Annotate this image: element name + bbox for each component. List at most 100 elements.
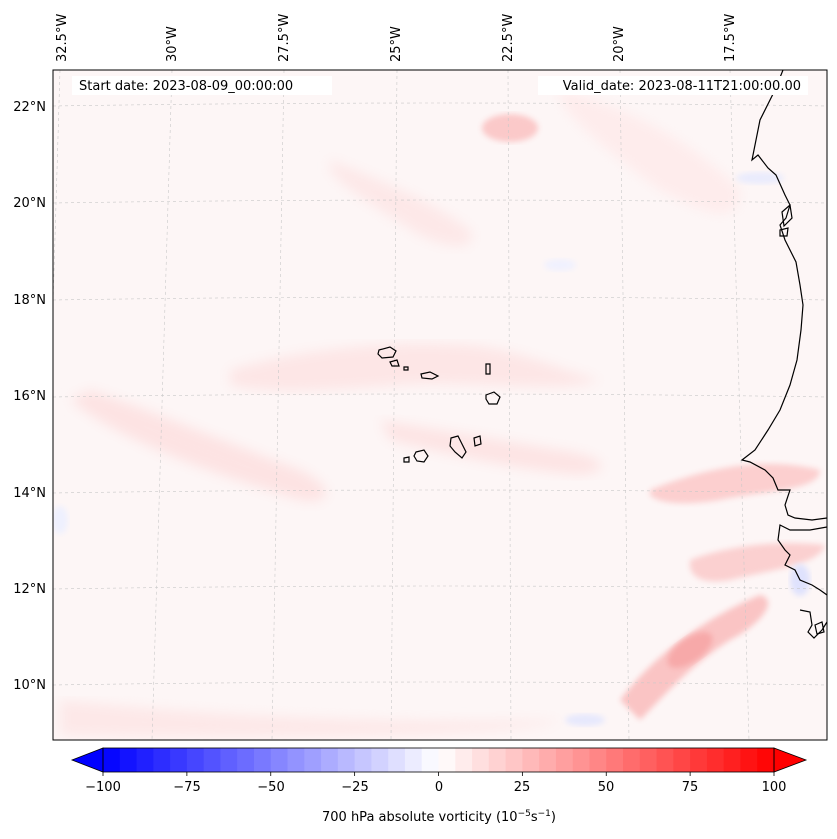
valid-date-label: Valid_date: 2023-08-11T21:00:00.00 bbox=[563, 79, 801, 94]
colorbar-cell bbox=[757, 748, 775, 772]
colorbar-tick-label: −100 bbox=[85, 780, 121, 795]
negative-vorticity bbox=[736, 172, 784, 184]
coastal-inlet bbox=[781, 203, 793, 228]
island-sao-vicente bbox=[389, 359, 400, 367]
colorbar-cell bbox=[153, 748, 171, 772]
graticule bbox=[53, 70, 827, 740]
lon-label: 25°W bbox=[389, 26, 404, 62]
start-date-box bbox=[72, 76, 332, 95]
coastline bbox=[740, 70, 827, 639]
colorbar-tick-label: 75 bbox=[682, 780, 699, 795]
colorbar-cell bbox=[589, 748, 607, 772]
lon-label: 20°W bbox=[612, 26, 627, 62]
colorbar-cell bbox=[690, 748, 708, 772]
latitude-labels: 22°N 20°N 18°N 16°N 14°N 12°N 10°N bbox=[13, 100, 46, 693]
colorbar-cell bbox=[321, 748, 339, 772]
vorticity-band bbox=[560, 90, 740, 214]
colorbar-cell bbox=[488, 748, 507, 772]
colorbar-high-extension bbox=[773, 747, 808, 773]
colorbar-cell bbox=[539, 748, 557, 772]
colorbar-cell bbox=[170, 748, 188, 772]
colorbar-cell bbox=[253, 748, 272, 772]
negative-vorticity bbox=[565, 714, 605, 726]
colorbar-cell bbox=[354, 748, 372, 772]
colorbar-cell bbox=[656, 748, 674, 772]
lat-label: 20°N bbox=[13, 196, 46, 211]
colorbar-cell bbox=[186, 748, 205, 772]
colorbar-tick-label: 25 bbox=[514, 780, 531, 795]
vorticity-max bbox=[667, 632, 713, 668]
longitude-labels: 32.5°W 30°W 27.5°W 25°W 22.5°W 20°W 17.5… bbox=[55, 14, 738, 62]
colorbar-tick-label: 100 bbox=[762, 780, 787, 795]
cape-verde-islands bbox=[377, 346, 501, 463]
vorticity-max bbox=[482, 114, 538, 142]
colorbar-cells bbox=[103, 748, 775, 772]
negative-vorticity bbox=[544, 259, 576, 271]
africa-coastline bbox=[799, 609, 827, 639]
vorticity-band bbox=[380, 420, 602, 475]
vorticity-band bbox=[650, 463, 820, 504]
lat-label: 12°N bbox=[13, 582, 46, 597]
colorbar-label: 700 hPa absolute vorticity (10−5s−1) bbox=[322, 809, 556, 825]
colorbar-cell bbox=[304, 748, 322, 772]
vorticity-band bbox=[690, 543, 825, 582]
island-fogo bbox=[413, 449, 429, 463]
coastal-island bbox=[779, 227, 789, 237]
vorticity-band bbox=[60, 700, 560, 737]
map-panel: Start date: 2023-08-09_00:00:00 Valid_da… bbox=[52, 69, 828, 741]
island-sao-nicolau bbox=[420, 371, 440, 380]
colorbar: −100 −75 −50 −25 0 25 50 75 100 700 hPa … bbox=[70, 747, 808, 825]
island-santo-antao bbox=[377, 346, 397, 359]
colorbar-cell bbox=[740, 748, 758, 772]
colorbar-tick-label: −50 bbox=[257, 780, 284, 795]
lat-label: 10°N bbox=[13, 678, 46, 693]
negative-vorticity bbox=[53, 506, 68, 534]
lon-label: 30°W bbox=[165, 26, 180, 62]
colorbar-ticks bbox=[102, 772, 775, 776]
colorbar-cell bbox=[388, 748, 406, 772]
coastal-island bbox=[814, 621, 825, 635]
island-sal bbox=[485, 363, 491, 375]
colorbar-cell bbox=[706, 748, 725, 772]
valid-date-box bbox=[538, 76, 808, 95]
colorbar-cell bbox=[337, 748, 356, 772]
start-date-label: Start date: 2023-08-09_00:00:00 bbox=[79, 79, 293, 94]
colorbar-cell bbox=[522, 748, 540, 772]
map-frame bbox=[52, 69, 828, 741]
colorbar-cell bbox=[220, 748, 238, 772]
lon-label: 32.5°W bbox=[55, 14, 70, 62]
colorbar-cell bbox=[438, 748, 456, 772]
colorbar-cell bbox=[404, 748, 423, 772]
colorbar-cell bbox=[103, 748, 121, 772]
colorbar-cell bbox=[119, 748, 138, 772]
island-maio bbox=[473, 435, 482, 447]
island-santiago bbox=[449, 435, 467, 459]
vorticity-field bbox=[53, 90, 825, 737]
colorbar-cell bbox=[606, 748, 624, 772]
colorbar-cell bbox=[505, 748, 523, 772]
colorbar-cell bbox=[237, 748, 255, 772]
colorbar-tick-label: −75 bbox=[173, 780, 200, 795]
africa-coastline bbox=[740, 70, 827, 521]
island-boa-vista bbox=[485, 391, 501, 405]
colorbar-cell bbox=[270, 748, 289, 772]
lat-label: 14°N bbox=[13, 486, 46, 501]
vorticity-band bbox=[70, 390, 327, 501]
colorbar-cell bbox=[287, 748, 305, 772]
lon-label: 22.5°W bbox=[501, 14, 516, 62]
colorbar-tick-label: 0 bbox=[435, 780, 443, 795]
vorticity-band bbox=[330, 160, 472, 246]
colorbar-cell bbox=[472, 748, 490, 772]
island-brava bbox=[403, 456, 410, 463]
lat-label: 18°N bbox=[13, 293, 46, 308]
colorbar-cell bbox=[572, 748, 591, 772]
vorticity-band bbox=[230, 343, 600, 391]
lon-label: 17.5°W bbox=[723, 14, 738, 62]
colorbar-cell bbox=[639, 748, 658, 772]
colorbar-cell bbox=[136, 748, 154, 772]
colorbar-cell bbox=[623, 748, 641, 772]
colorbar-tick-label: 50 bbox=[598, 780, 615, 795]
colorbar-cell bbox=[421, 748, 440, 772]
colorbar-cell bbox=[371, 748, 389, 772]
